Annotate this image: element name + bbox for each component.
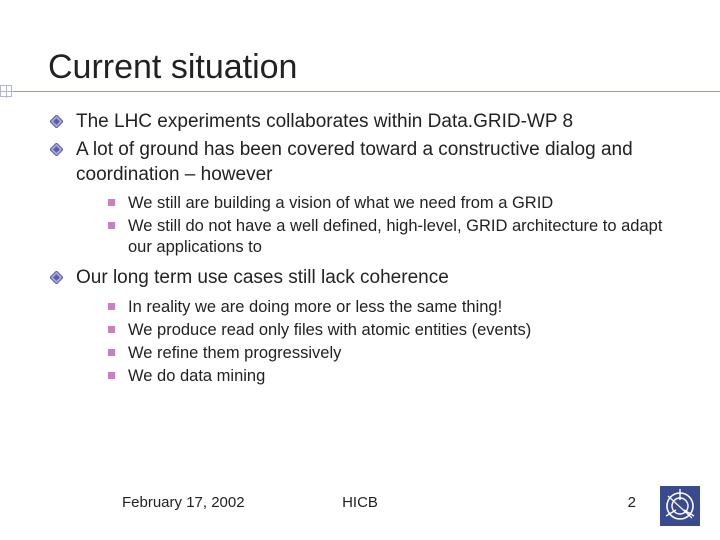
list-item: The LHC experiments collaborates within … [46, 110, 676, 134]
bullet-list-lvl1: The LHC experiments collaborates within … [46, 110, 676, 387]
slide-footer: February 17, 2002 HICB 2 [0, 494, 720, 518]
slide-title: Current situation [48, 48, 720, 87]
cern-logo-icon [660, 486, 700, 526]
list-item: We still are building a vision of what w… [104, 193, 676, 214]
title-area: Current situation [0, 0, 720, 92]
square-bullet-icon [108, 372, 115, 379]
square-bullet-icon [108, 303, 115, 310]
diamond-bullet-icon [50, 271, 63, 284]
list-item: We do data mining [104, 366, 676, 387]
list-item: In reality we are doing more or less the… [104, 297, 676, 318]
list-item-text: Our long term use cases still lack coher… [76, 267, 449, 288]
list-item: We produce read only files with atomic e… [104, 320, 676, 341]
list-item-text: We refine them progressively [128, 344, 341, 362]
diamond-bullet-icon [50, 115, 63, 128]
list-item-text: We still are building a vision of what w… [128, 194, 553, 212]
list-item-text: We still do not have a well defined, hig… [128, 217, 662, 256]
list-item-text: The LHC experiments collaborates within … [76, 111, 573, 132]
rule-ornament-icon [0, 85, 12, 97]
list-item-text: We produce read only files with atomic e… [128, 321, 531, 339]
footer-date: February 17, 2002 [122, 494, 245, 511]
slide: Current situation The LHC experiments co… [0, 0, 720, 540]
footer-center: HICB [342, 494, 378, 511]
list-item-text: We do data mining [128, 367, 265, 385]
square-bullet-icon [108, 326, 115, 333]
square-bullet-icon [108, 199, 115, 206]
list-item: Our long term use cases still lack coher… [46, 266, 676, 387]
diamond-bullet-icon [50, 143, 63, 156]
footer-page-number: 2 [628, 494, 636, 511]
bullet-list-lvl2: We still are building a vision of what w… [104, 193, 676, 258]
list-item: We refine them progressively [104, 343, 676, 364]
list-item-text: In reality we are doing more or less the… [128, 298, 502, 316]
bullet-list-lvl2: In reality we are doing more or less the… [104, 297, 676, 387]
list-item: We still do not have a well defined, hig… [104, 216, 676, 258]
list-item: A lot of ground has been covered toward … [46, 138, 676, 258]
slide-body: The LHC experiments collaborates within … [0, 92, 720, 387]
square-bullet-icon [108, 349, 115, 356]
list-item-text: A lot of ground has been covered toward … [76, 139, 633, 184]
square-bullet-icon [108, 222, 115, 229]
